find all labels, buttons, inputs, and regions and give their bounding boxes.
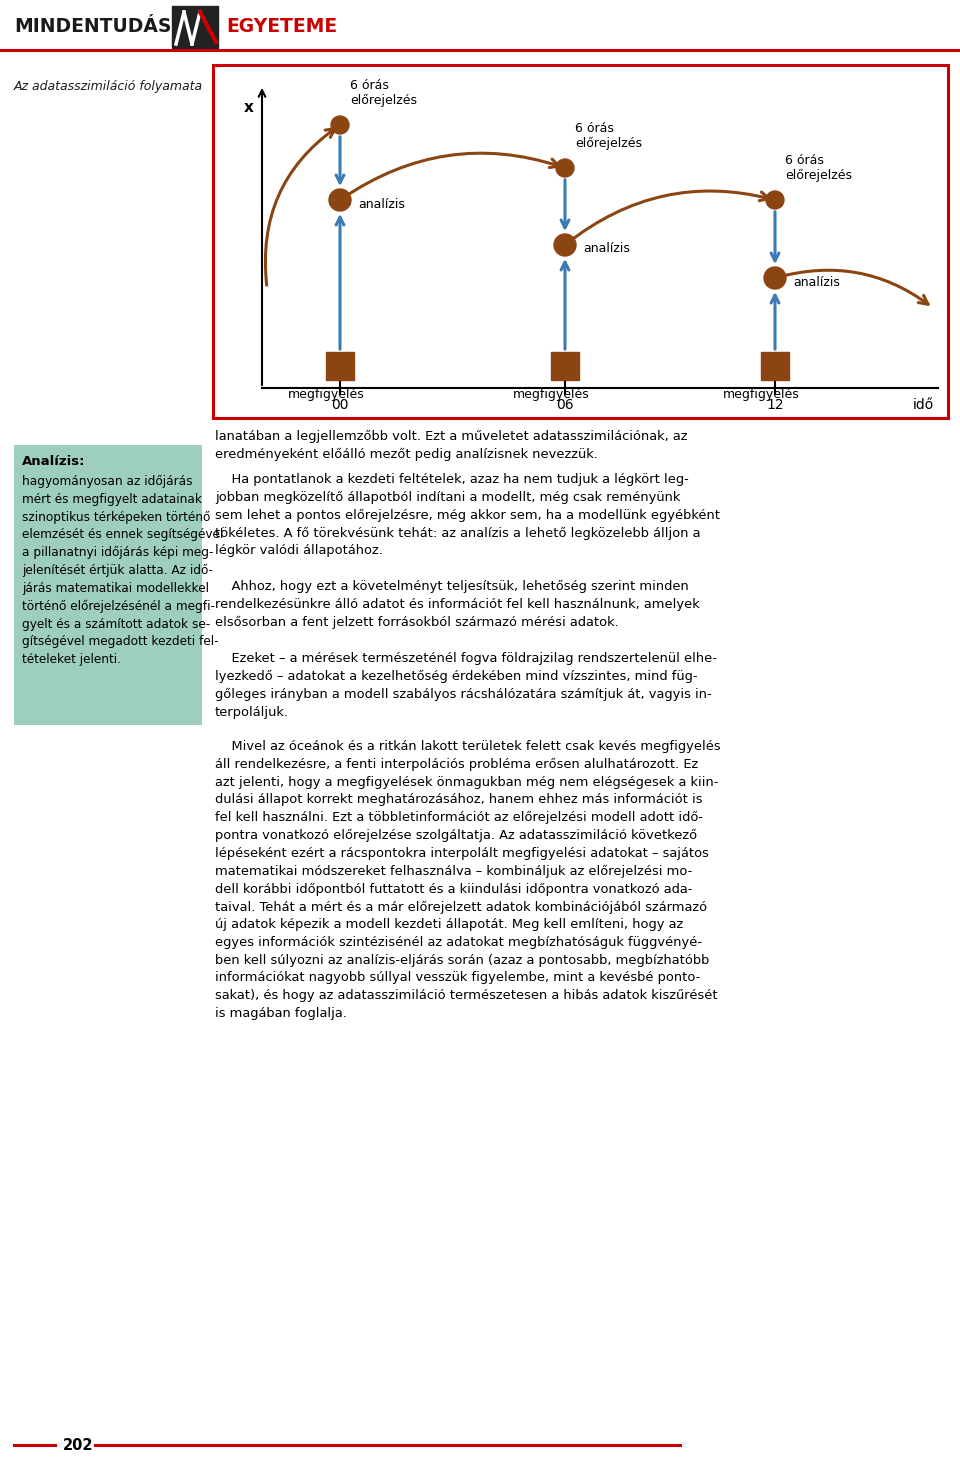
Text: 12: 12 — [766, 398, 783, 412]
Text: hagyományosan az időjárás
mért és megfigyelt adatainak
szinoptikus térképeken tö: hagyományosan az időjárás mért és megfig… — [22, 475, 224, 666]
Text: analízis: analízis — [583, 242, 630, 255]
Ellipse shape — [554, 235, 576, 257]
Text: 6 órás
előrejelzés: 6 órás előrejelzés — [785, 154, 852, 182]
Text: megfigyelés: megfigyelés — [288, 387, 365, 400]
Text: Ahhoz, hogy ezt a követelményt teljesítsük, lehetőség szerint minden
rendelkezés: Ahhoz, hogy ezt a követelményt teljesíts… — [215, 579, 700, 629]
Text: megfigyelés: megfigyelés — [723, 387, 800, 400]
Text: Ezeket – a mérések természeténél fogva földrajzilag rendszertelenül elhe-
lyezke: Ezeket – a mérések természeténél fogva f… — [215, 651, 717, 719]
Text: Mivel az óceánok és a ritkán lakott területek felett csak kevés megfigyelés
áll : Mivel az óceánok és a ritkán lakott terü… — [215, 739, 721, 1020]
Bar — [551, 352, 579, 380]
Text: x: x — [244, 100, 254, 114]
Text: Analízis:: Analízis: — [22, 455, 85, 468]
Text: 202: 202 — [63, 1438, 93, 1452]
Ellipse shape — [764, 267, 786, 289]
Text: Ha pontatlanok a kezdeti feltételek, azaz ha nem tudjuk a légkört leg-
jobban me: Ha pontatlanok a kezdeti feltételek, aza… — [215, 472, 720, 557]
Text: megfigyelés: megfigyelés — [513, 387, 589, 400]
FancyBboxPatch shape — [172, 6, 218, 48]
Text: lanatában a legjellemzőbb volt. Ezt a műveletet adatasszimilációnak, az
eredmény: lanatában a legjellemzőbb volt. Ezt a mű… — [215, 430, 687, 461]
Ellipse shape — [766, 191, 784, 208]
Bar — [326, 352, 354, 380]
Ellipse shape — [331, 116, 349, 133]
Ellipse shape — [556, 158, 574, 178]
Text: MINDENTUDÁS: MINDENTUDÁS — [14, 18, 172, 37]
Text: idő: idő — [913, 398, 934, 412]
Text: analízis: analízis — [793, 276, 840, 289]
FancyBboxPatch shape — [213, 65, 948, 418]
Text: 6 órás
előrejelzés: 6 órás előrejelzés — [350, 79, 417, 107]
Text: 00: 00 — [331, 398, 348, 412]
Text: Az adatasszimiláció folyamata: Az adatasszimiláció folyamata — [14, 81, 204, 92]
Text: EGYETEME: EGYETEME — [226, 18, 337, 37]
Text: 6 órás
előrejelzés: 6 órás előrejelzés — [575, 122, 642, 150]
Text: 06: 06 — [556, 398, 574, 412]
FancyBboxPatch shape — [14, 445, 202, 725]
Ellipse shape — [329, 189, 351, 211]
Bar — [761, 352, 789, 380]
Text: analízis: analízis — [358, 198, 405, 210]
